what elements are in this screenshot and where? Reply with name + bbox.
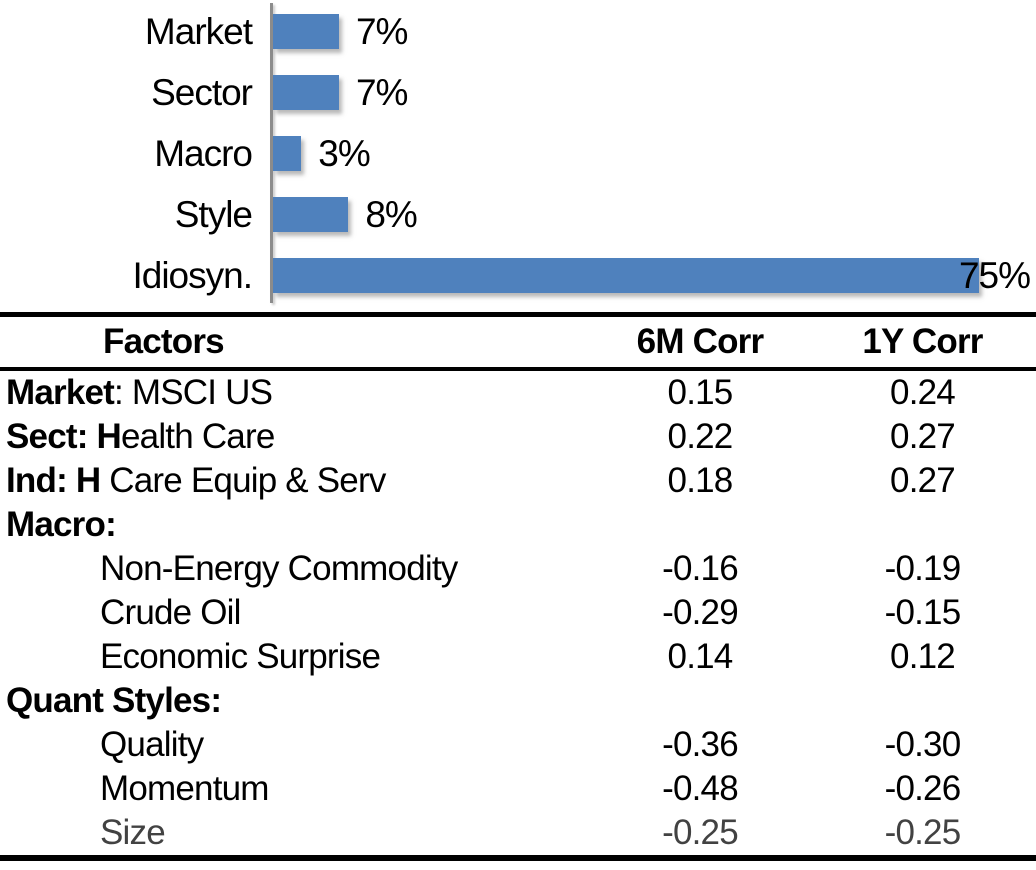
y-axis-line xyxy=(270,3,273,303)
cell-1y: -0.26 xyxy=(884,769,962,808)
table-row-size: Size -0.25 -0.25 xyxy=(0,811,1036,855)
factor-correlation-table: Factors 6M Corr 1Y Corr Market: MSCI US … xyxy=(0,312,1036,861)
cell-6m: 0.18 xyxy=(667,461,734,500)
cell-1y: -0.25 xyxy=(884,813,962,852)
cell-1y xyxy=(845,503,1000,547)
row-label: Quality xyxy=(100,725,204,764)
cell-1y: 0.27 xyxy=(890,417,956,456)
bar-macro xyxy=(273,136,302,171)
bar-value-label: 7% xyxy=(355,72,408,113)
cell-6m: -0.16 xyxy=(662,549,739,588)
row-label-bold: Macro: xyxy=(6,505,117,544)
row-label: : MSCI US xyxy=(114,373,273,412)
bar-row-market: Market 7% xyxy=(0,1,1036,62)
bar-value-label: 7% xyxy=(355,11,408,52)
row-label: Momentum xyxy=(100,769,269,808)
bar-value-label: 75% xyxy=(958,255,1031,296)
bar-row-idiosyn: Idiosyn. 75% xyxy=(0,245,1036,306)
bar-style xyxy=(273,197,349,232)
cell-1y: 0.12 xyxy=(890,637,956,676)
cell-6m: 0.22 xyxy=(667,417,734,456)
row-label-bold: Ind: H xyxy=(6,461,101,500)
cell-6m xyxy=(555,503,845,547)
row-label-bold: Quant Styles: xyxy=(6,681,222,720)
bar-track: 8% xyxy=(273,195,1036,235)
cell-1y: 0.27 xyxy=(890,461,956,500)
bar-row-sector: Sector 7% xyxy=(0,62,1036,123)
cell-6m: -0.36 xyxy=(662,725,739,764)
table-row-economic-surprise: Economic Surprise 0.14 0.12 xyxy=(0,635,1036,679)
category-label-market: Market xyxy=(144,11,253,52)
table-header-rule xyxy=(0,367,1036,371)
bar-track: 7% xyxy=(273,12,1036,52)
table-row-industry: Ind: H Care Equip & Serv 0.18 0.27 xyxy=(0,459,1036,503)
category-label-sector: Sector xyxy=(151,72,253,113)
bar-sector xyxy=(273,75,339,110)
bar-value-label: 8% xyxy=(365,194,417,235)
table-row-quality: Quality -0.36 -0.30 xyxy=(0,723,1036,767)
row-label-bold: Market xyxy=(6,373,115,412)
bar-track: 3% xyxy=(273,134,1036,174)
table-row-quant-styles-group: Quant Styles: xyxy=(0,679,1036,723)
row-label-bold: Sect: H xyxy=(6,417,122,456)
cell-1y: 0.24 xyxy=(890,373,956,412)
bar-value-label: 3% xyxy=(318,133,370,174)
cell-6m: -0.48 xyxy=(662,769,739,808)
cell-6m: 0.14 xyxy=(667,637,734,676)
cell-6m xyxy=(555,679,845,723)
cell-1y xyxy=(845,679,1000,723)
bar-track: 7% xyxy=(273,73,1036,113)
bar-row-macro: Macro 3% xyxy=(0,123,1036,184)
cell-6m: -0.29 xyxy=(662,593,739,632)
header-1y-corr: 1Y Corr xyxy=(862,322,983,361)
category-label-idiosyn: Idiosyn. xyxy=(132,255,253,296)
table-top-rule xyxy=(0,312,1036,317)
table-header-row: Factors 6M Corr 1Y Corr xyxy=(0,317,1036,367)
row-label: Care Equip & Serv xyxy=(100,461,386,500)
header-6m-corr: 6M Corr xyxy=(636,322,764,361)
table-row-macro-group: Macro: xyxy=(0,503,1036,547)
cell-1y: -0.30 xyxy=(884,725,962,764)
table-row-sector: Sect: Health Care 0.22 0.27 xyxy=(0,415,1036,459)
bar-track: 75% xyxy=(273,256,1036,296)
row-label: Size xyxy=(100,813,166,852)
cell-6m: -0.25 xyxy=(662,813,739,852)
category-label-macro: Macro xyxy=(154,133,253,174)
header-factors: Factors xyxy=(103,322,225,361)
bar-market xyxy=(273,14,339,49)
factor-contribution-bar-chart: Market 7% Sector 7% Macro 3% Style 8% Id… xyxy=(0,0,1036,312)
bar-row-style: Style 8% xyxy=(0,184,1036,245)
table-bottom-rule xyxy=(0,855,1036,861)
cell-6m: 0.15 xyxy=(667,373,734,412)
cell-1y: -0.19 xyxy=(884,549,962,588)
row-label: ealth Care xyxy=(121,417,275,456)
bar-idiosyn xyxy=(273,258,980,293)
table-row-non-energy-commodity: Non-Energy Commodity -0.16 -0.19 xyxy=(0,547,1036,591)
row-label: Economic Surprise xyxy=(100,637,381,676)
category-label-style: Style xyxy=(174,194,253,235)
table-row-momentum: Momentum -0.48 -0.26 xyxy=(0,767,1036,811)
row-label: Crude Oil xyxy=(100,593,241,632)
table-row-crude-oil: Crude Oil -0.29 -0.15 xyxy=(0,591,1036,635)
cell-1y: -0.15 xyxy=(884,593,962,632)
table-row-market: Market: MSCI US 0.15 0.24 xyxy=(0,371,1036,415)
row-label: Non-Energy Commodity xyxy=(100,549,458,588)
